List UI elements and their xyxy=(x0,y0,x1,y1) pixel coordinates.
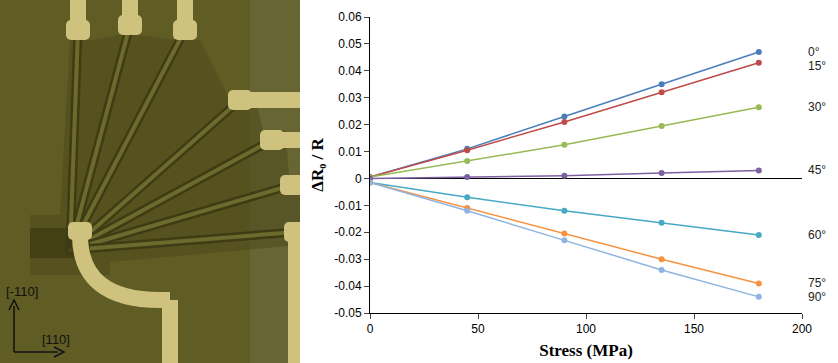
svg-text:0: 0 xyxy=(367,322,374,336)
svg-text:-0.01: -0.01 xyxy=(334,199,362,213)
svg-text:[110]: [110] xyxy=(42,332,70,347)
svg-text:0.05: 0.05 xyxy=(338,37,362,51)
svg-text:30°: 30° xyxy=(808,100,826,114)
svg-text:-0.04: -0.04 xyxy=(334,279,362,293)
svg-text:100: 100 xyxy=(576,322,596,336)
svg-text:0: 0 xyxy=(355,172,362,186)
svg-text:-0.05: -0.05 xyxy=(334,306,362,320)
svg-text:200: 200 xyxy=(792,322,812,336)
svg-text:60°: 60° xyxy=(808,228,826,242)
svg-text:-0.03: -0.03 xyxy=(334,252,362,266)
svg-text:Stress (MPa): Stress (MPa) xyxy=(539,341,633,360)
svg-text:45°: 45° xyxy=(808,163,826,177)
svg-text:0°: 0° xyxy=(808,45,820,59)
svg-text:75°: 75° xyxy=(808,276,826,290)
svg-text:0.04: 0.04 xyxy=(338,64,362,78)
svg-text:90°: 90° xyxy=(808,290,826,304)
svg-text:0.03: 0.03 xyxy=(338,91,362,105)
svg-text:0.02: 0.02 xyxy=(338,118,362,132)
svg-text:0.01: 0.01 xyxy=(338,145,362,159)
svg-text:50: 50 xyxy=(471,322,485,336)
svg-text:0.06: 0.06 xyxy=(338,10,362,24)
svg-text:150: 150 xyxy=(684,322,704,336)
svg-text:ΔR₀ / R: ΔR₀ / R xyxy=(308,138,327,192)
svg-text:-0.02: -0.02 xyxy=(334,225,362,239)
svg-text:15°: 15° xyxy=(808,59,826,73)
svg-text:[-110]: [-110] xyxy=(6,284,38,299)
